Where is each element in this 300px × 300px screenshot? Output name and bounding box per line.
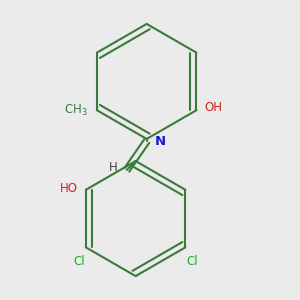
Text: OH: OH: [204, 101, 222, 115]
Text: HO: HO: [60, 182, 78, 195]
Text: Cl: Cl: [186, 255, 198, 268]
Text: CH$_3$: CH$_3$: [64, 103, 88, 118]
Text: Cl: Cl: [74, 255, 85, 268]
Text: H: H: [109, 161, 118, 174]
Text: N: N: [154, 135, 166, 148]
